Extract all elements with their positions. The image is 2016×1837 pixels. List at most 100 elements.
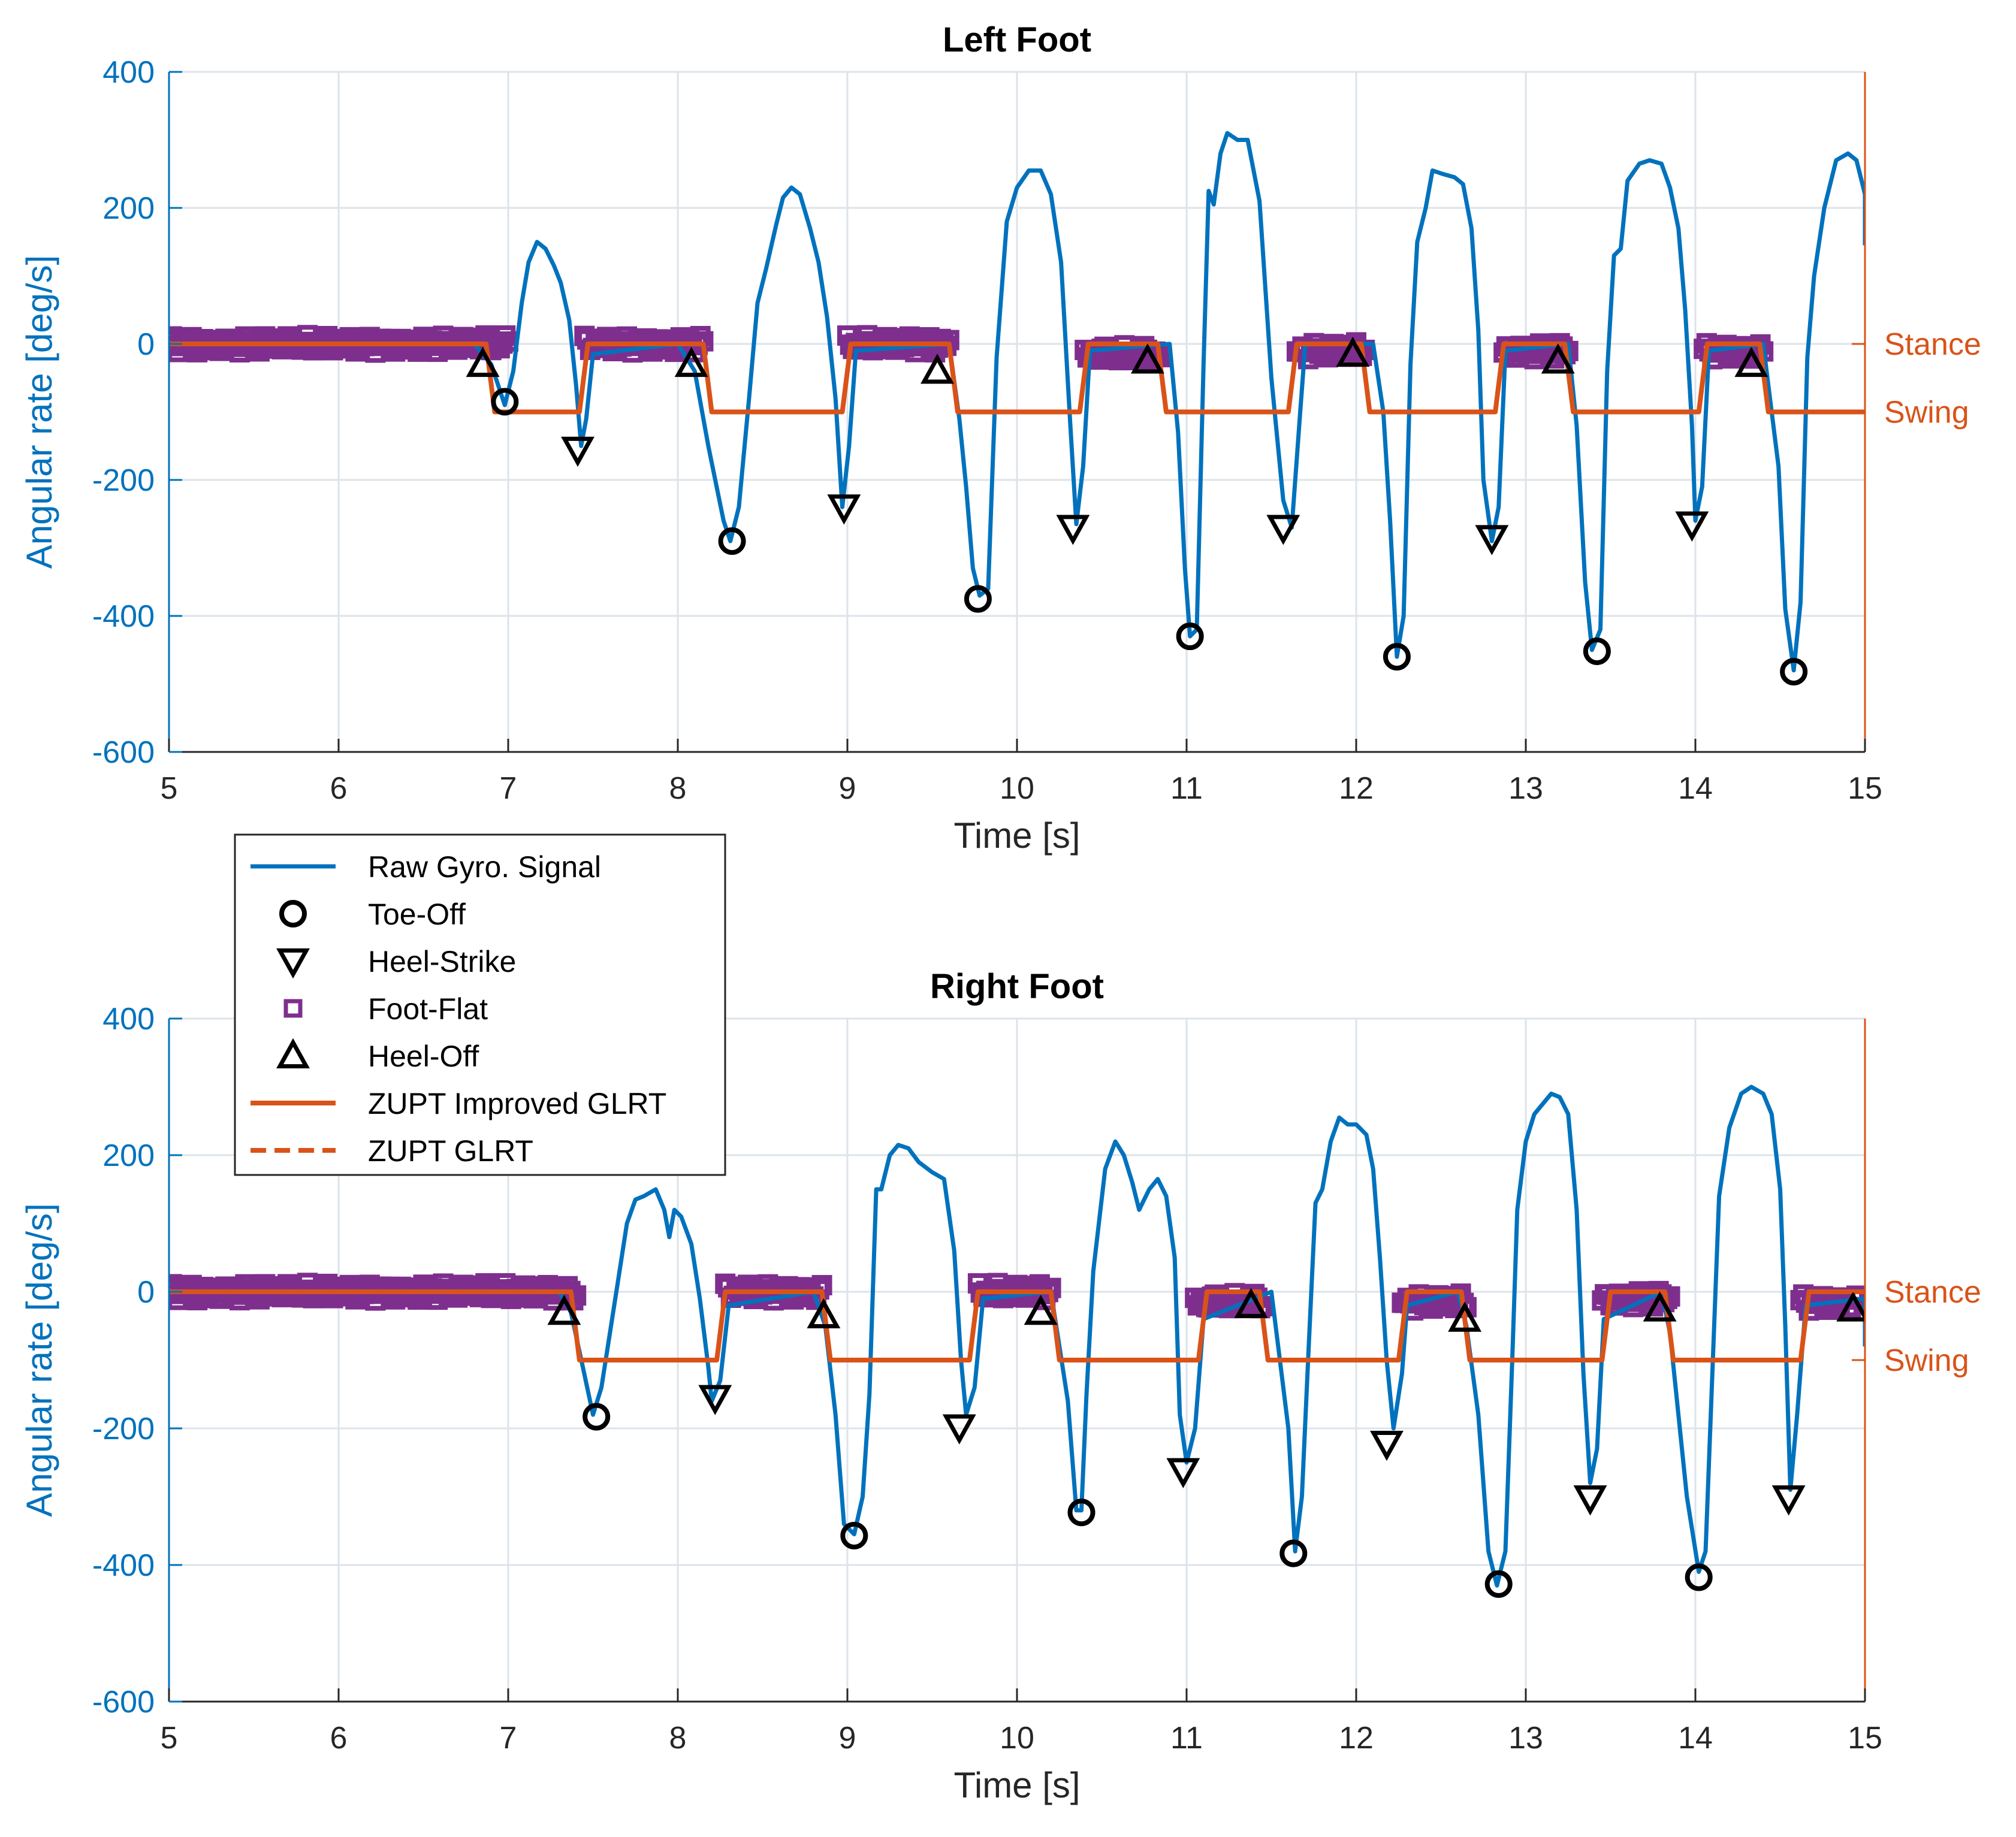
right-foot-toe-off-marker [1484,1570,1513,1598]
left-foot-foot-flat-cluster [169,325,518,363]
left-foot-heel-strike-marker [561,436,594,467]
left-foot-toe-off-marker [964,585,992,613]
right-foot-plot-area [169,1084,1865,1598]
right-foot-y-tick-label: -600 [92,1685,155,1720]
right-foot-heel-off-marker [1643,1291,1677,1322]
left-foot-toe-off-marker [1383,643,1411,671]
left-foot-x-tick-label: 11 [1170,771,1203,806]
left-foot-heel-off-marker [674,346,708,377]
right-foot-y-tick-label: 400 [102,1002,155,1037]
left-foot-plot-area [169,131,1865,686]
right-foot-heel-strike-marker [698,1385,732,1415]
right-foot-y-tick-label: -400 [92,1548,155,1583]
legend: Raw Gyro. Signal Toe-Off Heel-Strike Foot-F… [234,833,726,1176]
left-foot-heel-off-marker [1734,346,1768,377]
right-foot-foot-flat-marker [566,1285,587,1306]
left-foot-toe-off-marker [1176,623,1204,651]
right-foot-toe-off-marker [1067,1498,1095,1527]
left-foot-y-tick-label: 200 [102,191,155,226]
right-foot-toe-off-marker [1279,1539,1308,1567]
left-foot-heel-strike-marker [827,494,861,525]
left-foot-x-tick-label: 14 [1678,771,1713,806]
legend-label-toe: Toe-Off [368,898,466,931]
legend-heel-strike-swatch [276,948,310,979]
left-foot-x-tick-label: 9 [839,771,856,806]
right-foot-y-tick-label: 0 [137,1275,155,1310]
right-foot-toe-off-marker [1685,1563,1713,1591]
right-foot-x-tick-label: 11 [1170,1721,1203,1756]
legend-label-gyro: Raw Gyro. Signal [368,850,601,884]
left-foot-right-tick-label: Swing [1884,395,1969,430]
legend-label-heel-strike: Heel-Strike [368,945,516,978]
right-foot-x-axis-label: Time [s] [953,1765,1080,1805]
legend-label-zupt-glrt: ZUPT GLRT [368,1134,533,1168]
right-foot-series-zupt-improved [169,1289,1865,1362]
right-foot-y-tick-label: 200 [102,1138,155,1173]
legend-label-foot-flat: Foot-Flat [368,992,488,1026]
left-foot-toe-off-marker [1780,658,1808,686]
right-foot-series-gyro [169,1084,1865,1588]
left-foot-y-tick-label: -200 [92,463,155,498]
right-foot-x-tick-label: 13 [1508,1721,1543,1756]
right-foot-heel-off-marker [1234,1288,1268,1318]
left-foot-y-tick-label: 400 [102,55,155,90]
left-foot-heel-strike-marker [1675,511,1709,542]
right-foot-toe-off-marker [583,1403,611,1431]
right-foot-title: Right Foot [930,967,1104,1006]
left-foot-x-tick-label: 15 [1848,771,1882,806]
left-foot-heel-off-marker [1336,336,1370,367]
left-foot-series-zupt-improved [169,342,1865,415]
right-foot-heel-strike-marker [1369,1430,1404,1461]
legend-box [234,833,726,1176]
right-foot-x-tick-label: 10 [1000,1721,1034,1756]
left-foot-x-tick-label: 13 [1508,771,1543,806]
right-foot-right-tick-label: Stance [1884,1275,1981,1310]
left-foot-y-tick-label: -400 [92,599,155,634]
right-foot-heel-off-marker [1836,1291,1865,1322]
left-foot-right-tick-label: Stance [1884,327,1981,362]
right-foot-x-tick-label: 15 [1848,1721,1882,1756]
left-foot-heel-off-marker [921,353,954,384]
left-foot-heel-strike-marker [1475,525,1509,555]
left-foot-y-tick-label: 0 [137,327,155,362]
right-foot-heel-off-marker [547,1294,581,1325]
right-foot-y-axis-label: Angular rate [deg/s] [19,1203,59,1517]
left-foot-x-tick-label: 10 [1000,771,1034,806]
right-foot-toe-off-marker [840,1521,868,1549]
left-foot-toe-off-marker [491,388,519,416]
right-foot-heel-off-marker [1024,1294,1058,1325]
right-foot-x-tick-label: 9 [839,1721,856,1756]
left-foot-x-tick-label: 5 [161,771,178,806]
left-foot-panel: 5 6 7 8 9 10 11 12 13 14 15 -600 -400 -200 0 200 400 Stan… [19,20,1981,856]
right-foot-x-tick-label: 6 [330,1721,348,1756]
left-foot-y-tick-label: -600 [92,735,155,770]
left-foot-heel-off-marker [466,346,500,377]
right-foot-x-tick-label: 7 [500,1721,517,1756]
left-foot-toe-off-marker [718,527,746,555]
legend-heel-off-swatch [276,1038,310,1069]
legend-label-zupt-improved: ZUPT Improved GLRT [368,1087,666,1120]
right-foot-heel-strike-marker [1166,1458,1200,1488]
right-foot-x-tick-label: 8 [669,1721,687,1756]
left-foot-x-tick-label: 12 [1339,771,1374,806]
right-foot-heel-strike-marker [942,1414,976,1445]
left-foot-heel-strike-marker [1056,515,1090,545]
right-foot-x-tick-label: 5 [161,1721,178,1756]
right-foot-heel-off-marker [1448,1301,1482,1332]
right-foot-heel-strike-marker [1771,1485,1806,1516]
left-foot-toe-off-marker [1583,637,1611,666]
left-foot-x-tick-label: 7 [500,771,517,806]
right-foot-right-tick-label: Swing [1884,1343,1969,1378]
right-foot-heel-strike-marker [1573,1485,1607,1516]
right-foot-x-tick-label: 14 [1678,1721,1713,1756]
left-foot-x-tick-label: 6 [330,771,348,806]
left-foot-series-gyro [169,131,1865,673]
left-foot-y-axis-label: Angular rate [deg/s] [19,255,59,569]
left-foot-x-tick-label: 8 [669,771,687,806]
legend-toe-off-swatch [279,900,307,927]
legend-foot-flat-swatch [283,999,303,1018]
right-foot-x-tick-label: 12 [1339,1721,1374,1756]
left-foot-heel-off-marker [1541,343,1575,374]
left-foot-heel-off-marker [1130,343,1164,374]
